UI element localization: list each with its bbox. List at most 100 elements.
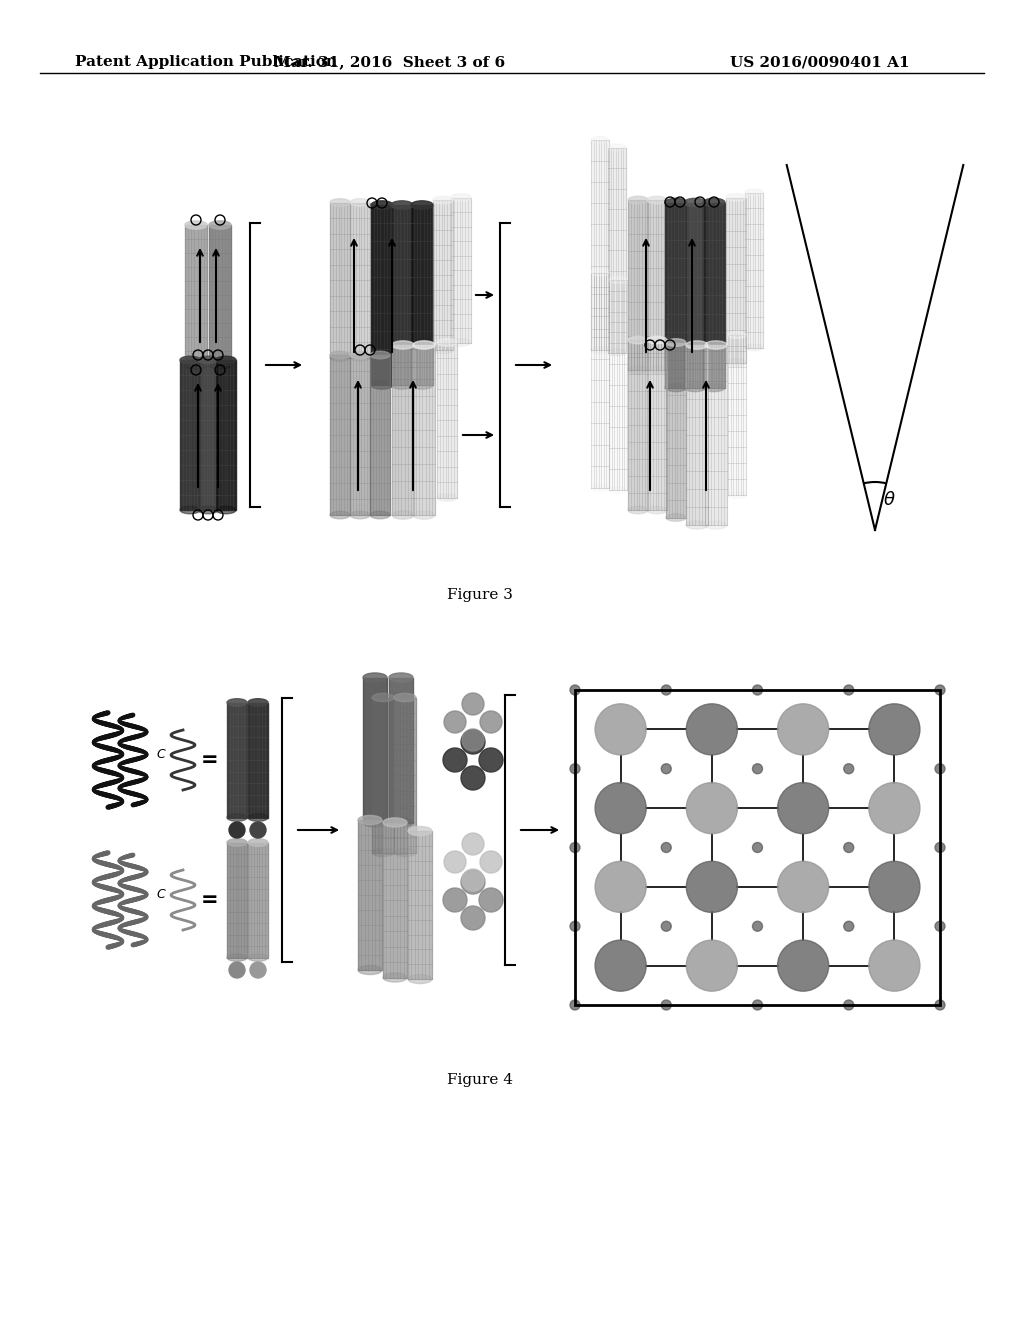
Ellipse shape (350, 199, 370, 206)
Circle shape (868, 940, 920, 991)
Ellipse shape (705, 521, 727, 529)
Text: Figure 4: Figure 4 (447, 1073, 513, 1086)
Circle shape (935, 685, 945, 696)
Ellipse shape (362, 818, 387, 828)
Ellipse shape (591, 269, 609, 276)
Text: C: C (156, 888, 165, 902)
Circle shape (753, 842, 763, 853)
Ellipse shape (684, 383, 706, 392)
Ellipse shape (185, 360, 207, 370)
Circle shape (662, 921, 672, 931)
Ellipse shape (705, 341, 727, 350)
Ellipse shape (686, 521, 708, 529)
Ellipse shape (647, 366, 667, 374)
Ellipse shape (372, 693, 394, 702)
Circle shape (844, 921, 854, 931)
Circle shape (480, 711, 502, 733)
Ellipse shape (728, 331, 746, 338)
Text: Figure 3: Figure 3 (447, 587, 513, 602)
Circle shape (479, 888, 503, 912)
Ellipse shape (391, 201, 413, 209)
Ellipse shape (248, 813, 268, 821)
Ellipse shape (392, 341, 414, 350)
Ellipse shape (330, 351, 350, 359)
Circle shape (461, 730, 485, 754)
Bar (227, 842, 247, 957)
Bar (391, 205, 413, 385)
Ellipse shape (628, 366, 648, 374)
Bar (248, 842, 268, 957)
Ellipse shape (350, 354, 370, 362)
Bar (370, 355, 390, 515)
Ellipse shape (745, 189, 763, 195)
Ellipse shape (686, 341, 708, 350)
Ellipse shape (371, 381, 393, 389)
Bar (726, 198, 746, 363)
Ellipse shape (358, 965, 382, 974)
Circle shape (844, 685, 854, 696)
Bar (216, 360, 236, 510)
Circle shape (753, 921, 763, 931)
Ellipse shape (726, 194, 746, 201)
Circle shape (777, 783, 828, 834)
Ellipse shape (411, 201, 433, 209)
Circle shape (868, 704, 920, 755)
Ellipse shape (383, 973, 407, 982)
Ellipse shape (703, 198, 725, 207)
Text: =: = (201, 890, 219, 909)
Circle shape (844, 842, 854, 853)
Ellipse shape (209, 360, 231, 370)
Ellipse shape (745, 345, 763, 351)
Bar (185, 224, 207, 366)
Ellipse shape (350, 511, 370, 519)
Ellipse shape (647, 197, 667, 203)
Ellipse shape (389, 673, 413, 682)
Ellipse shape (665, 383, 687, 392)
Circle shape (686, 783, 737, 834)
Bar (408, 832, 432, 979)
Bar (372, 697, 394, 853)
Ellipse shape (437, 494, 457, 502)
Circle shape (461, 870, 485, 894)
Bar (383, 822, 407, 978)
Ellipse shape (370, 351, 390, 359)
Ellipse shape (248, 698, 268, 706)
Bar (411, 205, 433, 385)
Circle shape (662, 842, 672, 853)
Circle shape (462, 693, 484, 715)
Ellipse shape (628, 197, 648, 203)
Ellipse shape (358, 816, 382, 825)
Ellipse shape (362, 673, 387, 682)
Ellipse shape (209, 220, 231, 230)
Circle shape (443, 748, 467, 772)
Ellipse shape (372, 849, 394, 857)
Ellipse shape (628, 337, 648, 343)
Bar (358, 820, 382, 970)
Text: Mar. 31, 2016  Sheet 3 of 6: Mar. 31, 2016 Sheet 3 of 6 (274, 55, 506, 69)
Ellipse shape (216, 506, 236, 513)
Ellipse shape (666, 513, 686, 521)
Ellipse shape (391, 381, 413, 389)
Ellipse shape (408, 826, 432, 836)
Bar (628, 201, 648, 370)
Ellipse shape (180, 506, 200, 513)
Bar (330, 355, 350, 515)
Bar (686, 345, 708, 525)
Circle shape (868, 783, 920, 834)
Circle shape (595, 940, 646, 991)
Ellipse shape (437, 339, 457, 346)
Circle shape (595, 704, 646, 755)
Bar (371, 205, 393, 385)
Ellipse shape (591, 484, 609, 491)
Circle shape (229, 962, 245, 978)
Circle shape (250, 962, 266, 978)
Circle shape (686, 704, 737, 755)
Circle shape (844, 764, 854, 774)
Bar (437, 342, 457, 498)
Ellipse shape (370, 511, 390, 519)
Ellipse shape (227, 953, 247, 961)
Ellipse shape (451, 339, 471, 346)
Bar (575, 690, 940, 1005)
Bar (433, 201, 453, 350)
Circle shape (935, 764, 945, 774)
